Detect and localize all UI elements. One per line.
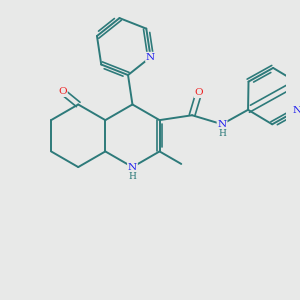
Text: N: N xyxy=(218,120,226,129)
Text: N: N xyxy=(292,106,300,115)
Text: N: N xyxy=(128,163,137,172)
Text: O: O xyxy=(194,88,203,97)
Text: O: O xyxy=(58,87,67,96)
Text: H: H xyxy=(128,172,136,181)
Text: N: N xyxy=(146,52,155,62)
Text: H: H xyxy=(218,129,226,138)
